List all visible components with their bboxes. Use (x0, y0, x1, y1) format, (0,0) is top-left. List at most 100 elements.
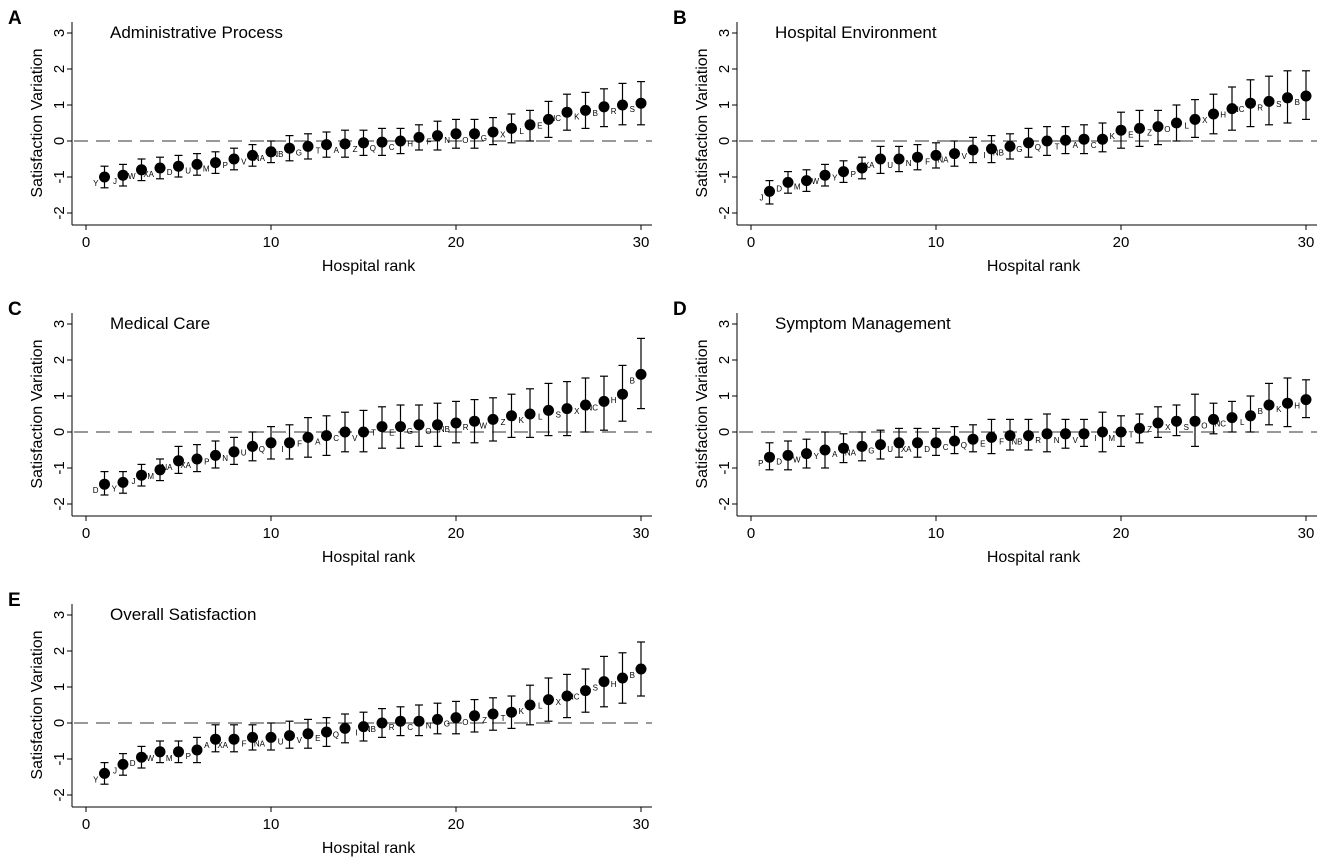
point-marker (1041, 428, 1053, 440)
data-point: K (574, 91, 591, 129)
point-marker (450, 712, 462, 724)
point-label: H (1220, 111, 1226, 120)
point-marker (782, 449, 794, 461)
data-point: G (407, 404, 425, 447)
y-axis-title: Satisfaction Variation (694, 339, 711, 488)
data-point: N (444, 118, 462, 149)
x-tick-label: 30 (1298, 234, 1315, 251)
data-point: G (1016, 127, 1034, 158)
point-marker (561, 690, 573, 702)
data-point: NB (439, 400, 462, 444)
data-point: B (630, 337, 647, 410)
point-marker (930, 437, 942, 449)
point-marker (191, 158, 203, 170)
data-point: A (334, 129, 351, 158)
data-point: T (371, 406, 388, 449)
point-label: T (1129, 430, 1134, 439)
data-point: I (983, 135, 997, 164)
point-label: P (204, 457, 209, 466)
x-axis-title: Hospital rank (987, 258, 1081, 275)
point-marker (173, 160, 184, 172)
point-marker (1115, 426, 1127, 438)
data-point: NC (1214, 400, 1238, 433)
x-tick-label: 0 (82, 816, 90, 833)
y-tick-label: -1 (716, 461, 733, 474)
point-marker (210, 733, 221, 745)
point-marker (432, 713, 443, 725)
data-point: R (1035, 413, 1053, 453)
point-marker (487, 708, 499, 720)
data-point: M (147, 458, 166, 482)
point-label: O (462, 718, 468, 727)
point-label: T (1055, 142, 1060, 151)
point-label: O (1164, 125, 1170, 134)
point-marker (1078, 428, 1090, 440)
data-point: NB (993, 133, 1016, 160)
point-marker (228, 153, 240, 165)
point-marker (321, 726, 332, 738)
data-point: Q (333, 713, 351, 744)
y-tick-label: 2 (716, 356, 733, 364)
point-marker (912, 437, 923, 449)
y-tick-label: 1 (51, 392, 68, 400)
point-marker (413, 131, 425, 143)
y-tick-label: 3 (51, 611, 68, 619)
x-tick-label: 20 (1113, 234, 1130, 251)
data-point: U (887, 145, 905, 173)
point-marker (302, 140, 314, 152)
point-marker (247, 149, 258, 161)
point-marker (580, 399, 591, 411)
point-label: B (630, 671, 635, 680)
point-label: NA (254, 739, 266, 748)
point-marker (469, 710, 480, 722)
point-label: K (1276, 405, 1282, 414)
data-point: R (389, 706, 406, 737)
x-tick-label: 10 (928, 525, 945, 542)
data-point: O (462, 118, 480, 149)
point-label: K (1110, 132, 1116, 141)
point-label: G (296, 148, 302, 157)
data-point: S (556, 380, 573, 437)
point-label: X (500, 130, 506, 139)
point-label: XA (864, 161, 875, 170)
point-label: X (1165, 423, 1171, 432)
point-label: S (630, 105, 635, 114)
y-tick-label: 3 (716, 29, 733, 37)
data-point: R (611, 82, 628, 126)
point-marker (1115, 124, 1127, 136)
point-marker (893, 153, 905, 165)
point-marker (1282, 92, 1293, 104)
point-marker (321, 139, 332, 151)
point-label: Y (814, 452, 820, 461)
data-point: W (128, 158, 147, 182)
y-tick-label: -2 (51, 206, 68, 219)
point-marker (191, 744, 203, 756)
point-marker (617, 388, 628, 400)
point-label: NA (254, 154, 266, 163)
point-marker (117, 169, 129, 181)
data-point: J (113, 753, 129, 776)
point-marker (838, 442, 849, 454)
point-label: D (93, 486, 99, 495)
point-marker (469, 128, 480, 140)
data-point: H (1220, 86, 1238, 131)
data-point: R (463, 398, 480, 444)
point-marker (506, 706, 517, 718)
point-marker (413, 419, 425, 431)
x-tick-label: 10 (263, 525, 280, 542)
y-tick-label: -1 (51, 752, 68, 765)
y-tick-label: -1 (51, 170, 68, 183)
data-point: Y (93, 165, 110, 189)
point-label: B (1295, 98, 1300, 107)
point-label: S (1276, 100, 1281, 109)
data-point: B (1258, 382, 1275, 426)
point-label: B (593, 109, 598, 118)
data-point: V (1073, 418, 1090, 447)
data-point: P (223, 147, 240, 171)
y-tick-label: 1 (51, 101, 68, 109)
data-point: E (1128, 109, 1145, 147)
x-tick-label: 30 (633, 525, 650, 542)
y-tick-label: -2 (51, 497, 68, 510)
